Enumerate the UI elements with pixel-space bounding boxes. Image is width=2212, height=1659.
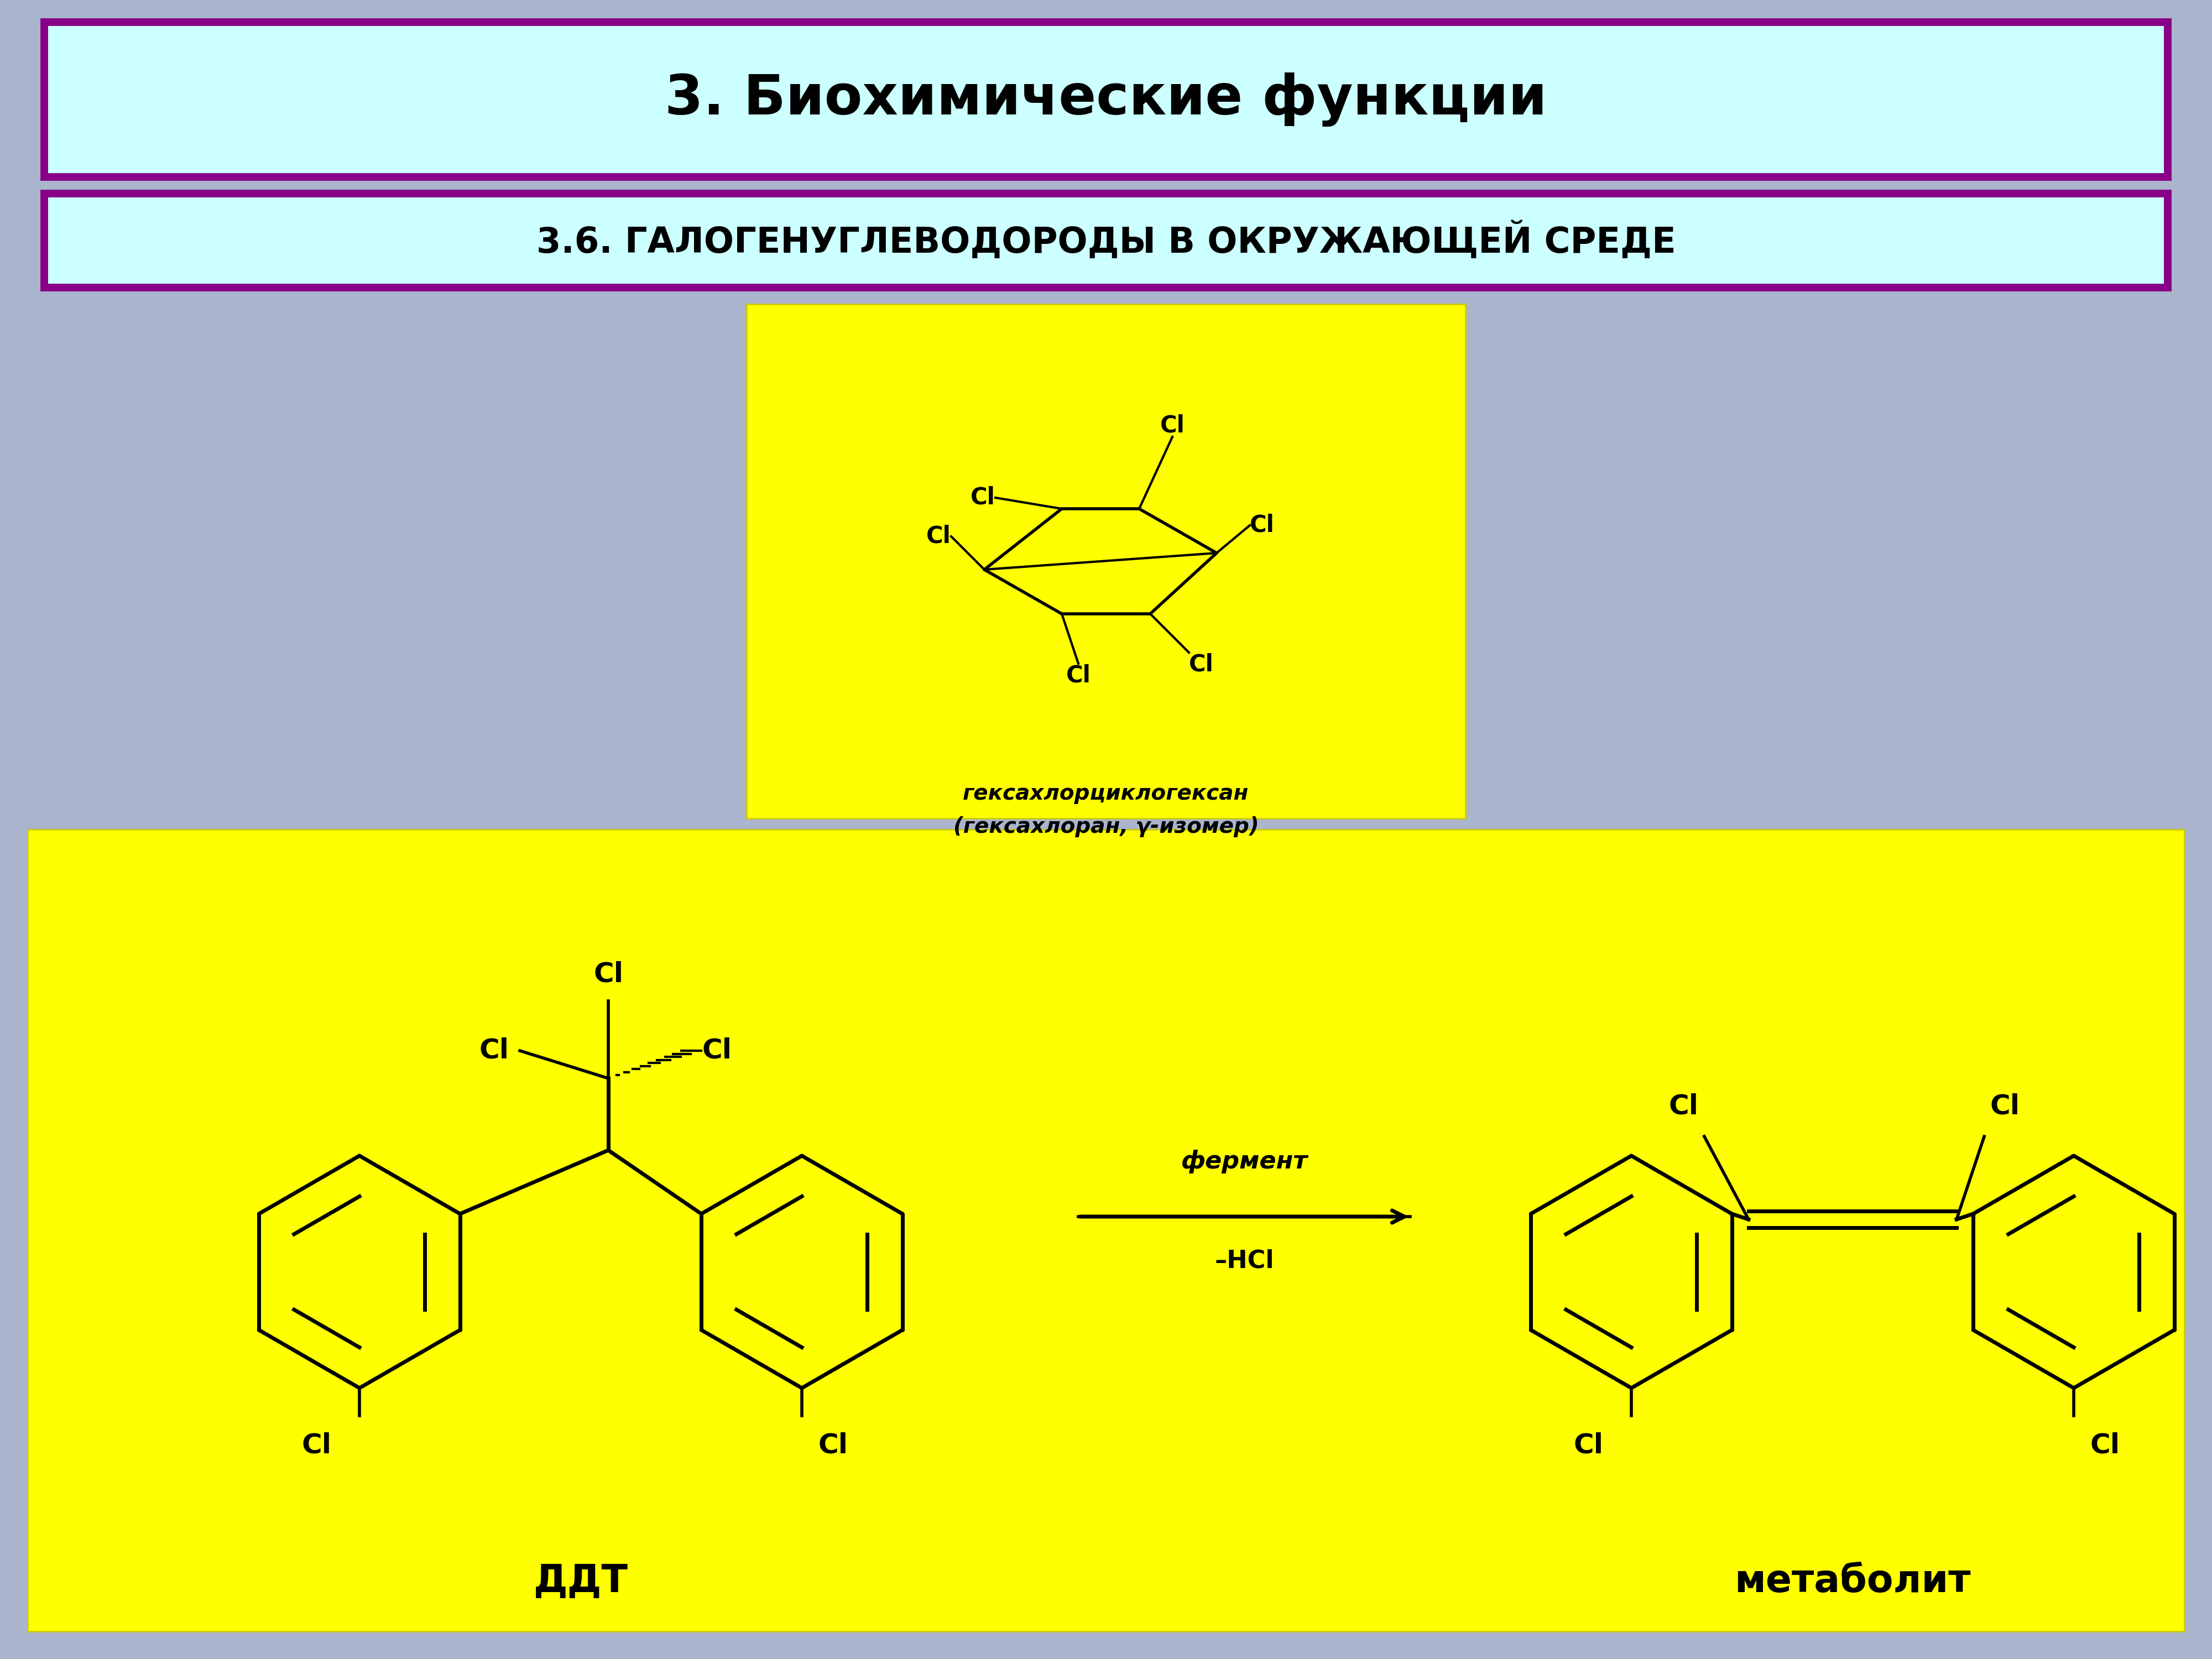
Text: Cl: Cl <box>1190 652 1214 675</box>
Text: ДДТ: ДДТ <box>533 1563 628 1599</box>
Text: Cl: Cl <box>927 524 951 547</box>
Text: Cl: Cl <box>1250 514 1274 538</box>
Text: Cl: Cl <box>1991 1093 2020 1120</box>
Text: Cl: Cl <box>703 1037 732 1063</box>
FancyBboxPatch shape <box>44 22 2168 178</box>
Text: Cl: Cl <box>1159 413 1186 436</box>
Text: Cl: Cl <box>1575 1432 1604 1458</box>
Text: гексахлорциклогексан: гексахлорциклогексан <box>962 783 1250 805</box>
Text: Cl: Cl <box>301 1432 332 1458</box>
Text: –HCl: –HCl <box>1214 1249 1274 1272</box>
Text: Cl: Cl <box>593 961 624 987</box>
Text: 3. Биохимические функции: 3. Биохимические функции <box>666 73 1546 126</box>
Text: Cl: Cl <box>480 1037 509 1063</box>
Text: Cl: Cl <box>1668 1093 1699 1120</box>
Text: Cl: Cl <box>818 1432 849 1458</box>
Text: 3.6. ГАЛОГЕНУГЛЕВОДОРОДЫ В ОКРУЖАЮЩЕЙ СРЕДЕ: 3.6. ГАЛОГЕНУГЛЕВОДОРОДЫ В ОКРУЖАЮЩЕЙ СР… <box>535 221 1677 260</box>
Text: Cl: Cl <box>2090 1432 2119 1458</box>
Text: фермент: фермент <box>1181 1150 1307 1173</box>
FancyBboxPatch shape <box>748 304 1464 818</box>
Text: (гексахлоран, γ-изомер): (гексахлоран, γ-изомер) <box>953 816 1259 838</box>
Text: метаболит: метаболит <box>1734 1563 1971 1599</box>
FancyBboxPatch shape <box>44 194 2168 287</box>
FancyBboxPatch shape <box>27 830 2185 1631</box>
Text: Cl: Cl <box>1066 664 1091 687</box>
Text: Cl: Cl <box>971 486 995 509</box>
